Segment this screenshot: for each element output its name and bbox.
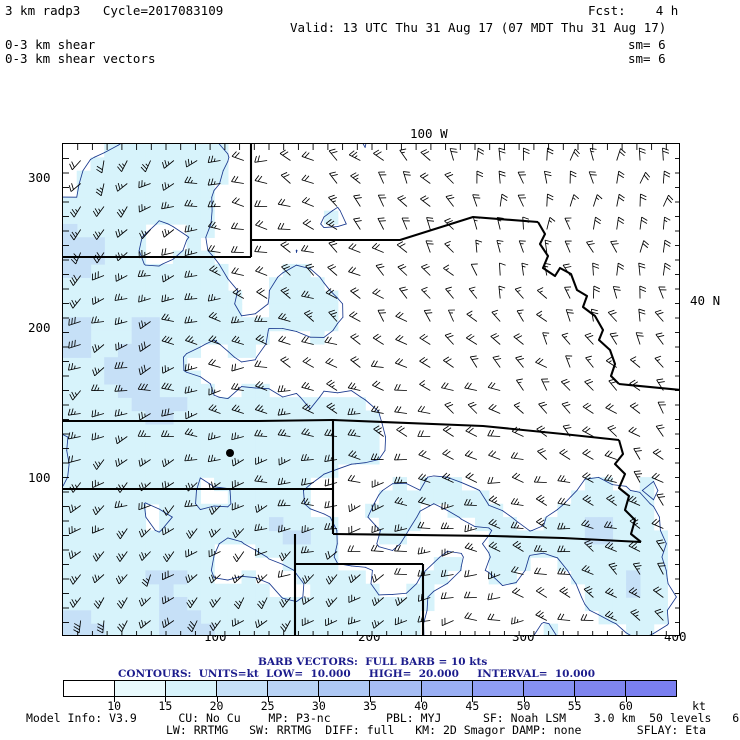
state-boundaries [63,144,679,635]
colorbar-tick-label: 10 [107,699,122,713]
model-info-line-1: Model Info: V3.9 CU: No Cu MP: P3-nc PBL… [26,711,740,725]
colorbar-tick [421,697,423,702]
colorbar-segment[interactable] [574,681,626,696]
colorbar-segment[interactable] [625,681,676,696]
shear-contour-line [63,144,677,635]
colorbar-segment[interactable] [472,681,524,696]
colorbar[interactable] [63,680,677,697]
model-info-line-2: LW: RRTMG SW: RRTMG DIFF: full KM: 2D Sm… [166,723,707,737]
colorbar-tick [523,697,525,702]
y-tick-label-300: 300 [28,170,51,185]
colorbar-units-label: kt [692,699,706,713]
colorbar-tick [267,697,269,702]
colorbar-labels: 10 15 20 25 30 35 40 45 50 55 60 kt [63,699,723,715]
colorbar-tick-label: 55 [567,699,582,713]
y-tick-label-100: 100 [28,470,51,485]
field-label-vectors: 0-3 km shear vectors [5,51,156,66]
colorbar-segment[interactable] [217,681,269,696]
colorbar-tick [165,697,167,702]
colorbar-tick-label: 35 [363,699,377,713]
axis-label-longitude: 100 W [410,126,448,141]
colorbar-tick-label: 45 [465,699,480,713]
forecast-hour-label: Fcst: 4 h [588,3,679,18]
state-border [537,221,620,385]
colorbar-segment[interactable] [268,681,320,696]
map-panel[interactable] [62,143,680,636]
colorbar-tick [472,697,474,702]
smoothing-label-2: sm= 6 [628,51,666,66]
axis-label-latitude: 40 N [690,293,721,308]
colorbar-segment[interactable] [115,681,167,696]
colorbar-tick-label: 25 [260,699,275,713]
state-border [251,215,539,242]
y-tick-label-200: 200 [28,320,51,335]
field-label-primary: 0-3 km shear [5,37,96,52]
colorbar-tick-label: 60 [618,699,633,713]
colorbar-tick [114,697,116,702]
colorbar-segment[interactable] [523,681,575,696]
colorbar-tick-label: 30 [311,699,326,713]
map-plot-area[interactable] [62,143,680,636]
colorbar-tick-label: 50 [516,699,531,713]
state-border [618,382,679,391]
colorbar-tick [216,697,218,702]
smoothing-label-1: sm= 6 [628,37,666,52]
colorbar-ticks [63,697,677,703]
colorbar-tick [625,697,627,702]
barb-legend-text: BARB VECTORS: FULL BARB = 10 kts [258,656,488,668]
colorbar-segment[interactable] [64,681,116,696]
shear-field-plot [63,144,679,635]
shear-fill-band [63,223,641,635]
colorbar-segment[interactable] [421,681,473,696]
colorbar-tick [574,697,576,702]
state-border [332,532,642,544]
axis-tick-marks [63,144,679,635]
colorbar-tick-label: 40 [414,699,429,713]
valid-time-label: Valid: 13 UTC Thu 31 Aug 17 (07 MDT Thu … [290,20,667,35]
colorbar-tick-label: 15 [158,699,173,713]
model-cycle-label: 3 km radp3 Cycle=2017083109 [5,3,224,18]
colorbar-tick [318,697,320,702]
state-border [63,418,334,423]
colorbar-tick [370,697,371,702]
colorbar-tick-label: 20 [209,699,224,713]
city-marker [226,449,234,457]
state-border [332,418,620,442]
colorbar-segment[interactable] [370,681,422,696]
colorbar-segment[interactable] [319,681,371,696]
contour-legend-text: CONTOURS: UNITS=kt LOW= 10.000 HIGH= 20.… [118,668,596,680]
state-border [613,439,642,543]
colorbar-segment[interactable] [166,681,218,696]
wind-barb-layer [67,147,674,634]
